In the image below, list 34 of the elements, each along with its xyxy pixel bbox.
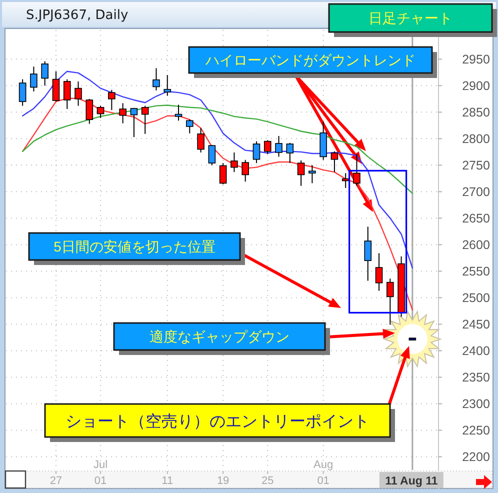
annotation: 適度なギャップダウン [150, 328, 290, 345]
annotation: ショート（空売り）のエントリーポイント [66, 412, 370, 430]
y-tick-label: 2850 [462, 105, 490, 120]
x-tick-label: 11 Aug 11 [385, 476, 438, 488]
chart-title: S.JPJ6367, Daily [26, 8, 128, 23]
x-tick-label: 25 [262, 475, 274, 487]
y-tick-label: 2350 [462, 370, 490, 385]
y-tick-label: 2650 [462, 211, 490, 226]
x-tick-label: Aug 01 [314, 459, 334, 487]
y-tick-label: 2200 [462, 450, 490, 464]
annotation: 5日間の安値を切った位置 [28, 232, 245, 265]
subtitle: 日足チャート [328, 3, 497, 37]
annotation: ショート（空売り）のエントリーポイント [44, 403, 395, 442]
y-tick-label: 2950 [462, 52, 490, 66]
y-tick-label: 2450 [462, 318, 490, 332]
annotation: 適度なギャップダウン [113, 322, 330, 355]
annotation: ハイローバンドがダウントレンド [188, 46, 437, 78]
y-tick-label: 2750 [462, 158, 490, 172]
y-tick-label: 2300 [462, 397, 490, 412]
chart-subtitle: 日足チャート [368, 10, 452, 26]
y-tick-label: 2500 [462, 291, 490, 306]
y-tick-label: 2700 [462, 184, 490, 199]
annotation: 5日間の安値を切った位置 [54, 238, 216, 255]
y-tick-label: 2600 [462, 238, 490, 252]
x-tick-label: Jul 01 [94, 459, 108, 487]
x-tick-label: 27 [50, 475, 62, 487]
y-tick-label: 2550 [462, 264, 490, 279]
y-tick-label: 2250 [462, 424, 490, 438]
y-tick-label: 2400 [462, 344, 490, 358]
x-tick-label: 19 [216, 475, 230, 487]
x-tick-label: 11 [162, 475, 174, 487]
annotation: ハイローバンドがダウントレンド [204, 52, 416, 68]
y-tick-label: 2900 [462, 78, 490, 93]
y-tick-label: 2800 [462, 132, 490, 146]
